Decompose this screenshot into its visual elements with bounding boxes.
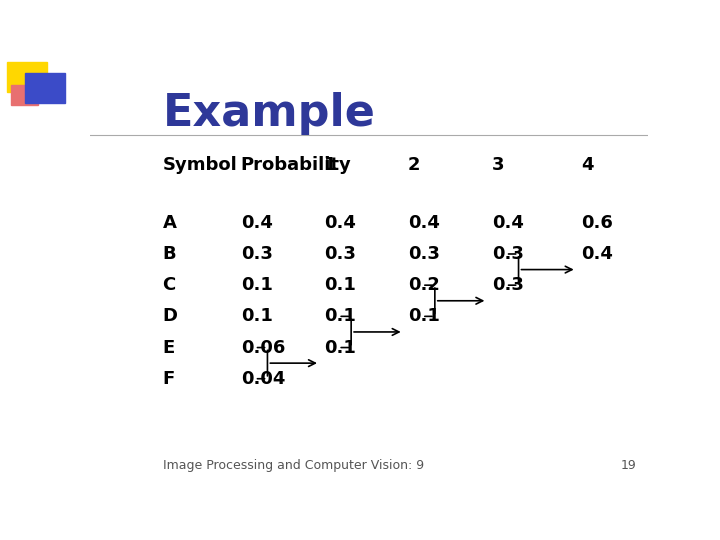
Text: 0.1: 0.1 xyxy=(324,276,356,294)
Text: 4: 4 xyxy=(581,156,593,174)
Text: 3: 3 xyxy=(492,156,504,174)
Text: 0.06: 0.06 xyxy=(240,339,285,356)
Text: 0.3: 0.3 xyxy=(324,245,356,263)
Text: E: E xyxy=(163,339,175,356)
Text: 0.3: 0.3 xyxy=(492,245,523,263)
Text: 0.4: 0.4 xyxy=(324,214,356,232)
Text: 0.1: 0.1 xyxy=(240,276,273,294)
Text: 0.1: 0.1 xyxy=(240,307,273,326)
Text: 0.3: 0.3 xyxy=(240,245,273,263)
Text: A: A xyxy=(163,214,176,232)
Text: 2: 2 xyxy=(408,156,420,174)
Text: Example: Example xyxy=(163,92,375,135)
Text: 0.1: 0.1 xyxy=(408,307,440,326)
Text: 19: 19 xyxy=(621,460,637,472)
Text: Image Processing and Computer Vision: 9: Image Processing and Computer Vision: 9 xyxy=(163,460,423,472)
Text: D: D xyxy=(163,307,178,326)
Text: B: B xyxy=(163,245,176,263)
Text: 0.4: 0.4 xyxy=(408,214,440,232)
Text: F: F xyxy=(163,370,175,388)
Text: Symbol: Symbol xyxy=(163,156,238,174)
Text: 0.4: 0.4 xyxy=(240,214,273,232)
Text: 0.6: 0.6 xyxy=(581,214,613,232)
Text: 1: 1 xyxy=(324,156,337,174)
Text: 0.3: 0.3 xyxy=(492,276,523,294)
Text: 0.4: 0.4 xyxy=(492,214,523,232)
Text: 0.04: 0.04 xyxy=(240,370,285,388)
Text: 0.4: 0.4 xyxy=(581,245,613,263)
Text: Probability: Probability xyxy=(240,156,351,174)
Text: 0.1: 0.1 xyxy=(324,307,356,326)
Text: 0.2: 0.2 xyxy=(408,276,440,294)
Text: C: C xyxy=(163,276,176,294)
Text: 0.1: 0.1 xyxy=(324,339,356,356)
Text: 0.3: 0.3 xyxy=(408,245,440,263)
